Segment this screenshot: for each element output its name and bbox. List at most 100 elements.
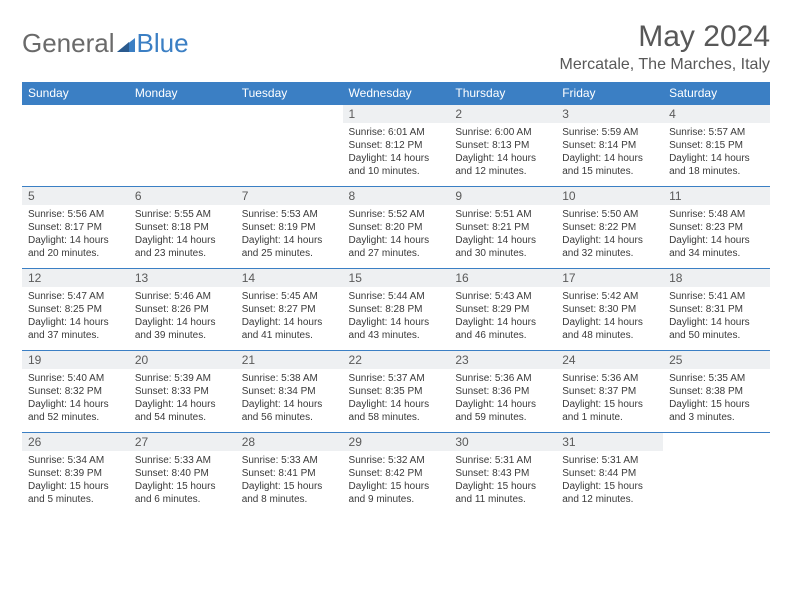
- day-day2: and 12 minutes.: [455, 165, 550, 178]
- day-day2: and 52 minutes.: [28, 411, 123, 424]
- day-day2: and 12 minutes.: [562, 493, 657, 506]
- day-sunrise: Sunrise: 5:41 AM: [669, 290, 764, 303]
- calendar-cell: 0: [129, 105, 236, 187]
- day-day2: and 6 minutes.: [135, 493, 230, 506]
- day-data: Sunrise: 5:46 AMSunset: 8:26 PMDaylight:…: [129, 287, 236, 346]
- day-sunset: Sunset: 8:31 PM: [669, 303, 764, 316]
- day-sunrise: Sunrise: 5:40 AM: [28, 372, 123, 385]
- day-day1: Daylight: 14 hours: [562, 316, 657, 329]
- location: Mercatale, The Marches, Italy: [560, 56, 770, 74]
- calendar-week: 5Sunrise: 5:56 AMSunset: 8:17 PMDaylight…: [22, 187, 770, 269]
- day-number: 9: [449, 187, 556, 205]
- day-sunset: Sunset: 8:42 PM: [349, 467, 444, 480]
- day-day2: and 41 minutes.: [242, 329, 337, 342]
- day-sunrise: Sunrise: 5:44 AM: [349, 290, 444, 303]
- day-sunrise: Sunrise: 5:36 AM: [562, 372, 657, 385]
- day-number: 21: [236, 351, 343, 369]
- day-sunrise: Sunrise: 5:46 AM: [135, 290, 230, 303]
- day-day1: Daylight: 15 hours: [349, 480, 444, 493]
- day-day1: Daylight: 14 hours: [562, 152, 657, 165]
- day-sunset: Sunset: 8:40 PM: [135, 467, 230, 480]
- day-number: 25: [663, 351, 770, 369]
- day-sunset: Sunset: 8:43 PM: [455, 467, 550, 480]
- calendar-cell: 2Sunrise: 6:00 AMSunset: 8:13 PMDaylight…: [449, 105, 556, 187]
- day-day2: and 43 minutes.: [349, 329, 444, 342]
- day-sunrise: Sunrise: 5:31 AM: [455, 454, 550, 467]
- day-day1: Daylight: 15 hours: [669, 398, 764, 411]
- calendar-cell: 12Sunrise: 5:47 AMSunset: 8:25 PMDayligh…: [22, 269, 129, 351]
- day-sunrise: Sunrise: 6:01 AM: [349, 126, 444, 139]
- day-sunrise: Sunrise: 5:33 AM: [242, 454, 337, 467]
- day-day2: and 23 minutes.: [135, 247, 230, 260]
- day-day2: and 11 minutes.: [455, 493, 550, 506]
- day-data: Sunrise: 5:39 AMSunset: 8:33 PMDaylight:…: [129, 369, 236, 428]
- calendar-cell: 25Sunrise: 5:35 AMSunset: 8:38 PMDayligh…: [663, 351, 770, 433]
- calendar-cell: 1Sunrise: 6:01 AMSunset: 8:12 PMDaylight…: [343, 105, 450, 187]
- day-day1: Daylight: 14 hours: [28, 234, 123, 247]
- day-number: 3: [556, 105, 663, 123]
- day-day1: Daylight: 15 hours: [242, 480, 337, 493]
- day-sunset: Sunset: 8:12 PM: [349, 139, 444, 152]
- day-day2: and 25 minutes.: [242, 247, 337, 260]
- day-sunset: Sunset: 8:17 PM: [28, 221, 123, 234]
- day-sunrise: Sunrise: 5:50 AM: [562, 208, 657, 221]
- day-sunrise: Sunrise: 5:43 AM: [455, 290, 550, 303]
- calendar-cell: 4Sunrise: 5:57 AMSunset: 8:15 PMDaylight…: [663, 105, 770, 187]
- day-data: Sunrise: 6:00 AMSunset: 8:13 PMDaylight:…: [449, 123, 556, 182]
- day-sunrise: Sunrise: 5:33 AM: [135, 454, 230, 467]
- day-sunset: Sunset: 8:29 PM: [455, 303, 550, 316]
- day-day1: Daylight: 14 hours: [562, 234, 657, 247]
- day-number: 27: [129, 433, 236, 451]
- day-sunset: Sunset: 8:21 PM: [455, 221, 550, 234]
- day-number: 20: [129, 351, 236, 369]
- day-header: Thursday: [449, 82, 556, 105]
- calendar-body: 0001Sunrise: 6:01 AMSunset: 8:12 PMDayli…: [22, 105, 770, 515]
- day-data: Sunrise: 5:40 AMSunset: 8:32 PMDaylight:…: [22, 369, 129, 428]
- calendar-cell: 30Sunrise: 5:31 AMSunset: 8:43 PMDayligh…: [449, 433, 556, 515]
- calendar-cell: 22Sunrise: 5:37 AMSunset: 8:35 PMDayligh…: [343, 351, 450, 433]
- day-header: Tuesday: [236, 82, 343, 105]
- day-number: 10: [556, 187, 663, 205]
- day-data: Sunrise: 5:36 AMSunset: 8:37 PMDaylight:…: [556, 369, 663, 428]
- day-number: 4: [663, 105, 770, 123]
- day-sunrise: Sunrise: 5:59 AM: [562, 126, 657, 139]
- day-data: Sunrise: 5:33 AMSunset: 8:41 PMDaylight:…: [236, 451, 343, 510]
- day-number: 22: [343, 351, 450, 369]
- logo-text-blue: Blue: [137, 28, 189, 59]
- calendar-week: 0001Sunrise: 6:01 AMSunset: 8:12 PMDayli…: [22, 105, 770, 187]
- day-day2: and 37 minutes.: [28, 329, 123, 342]
- day-sunset: Sunset: 8:33 PM: [135, 385, 230, 398]
- day-day1: Daylight: 14 hours: [455, 398, 550, 411]
- day-day2: and 58 minutes.: [349, 411, 444, 424]
- day-number: 23: [449, 351, 556, 369]
- calendar-cell: 6Sunrise: 5:55 AMSunset: 8:18 PMDaylight…: [129, 187, 236, 269]
- day-data: Sunrise: 5:31 AMSunset: 8:43 PMDaylight:…: [449, 451, 556, 510]
- calendar-cell: 26Sunrise: 5:34 AMSunset: 8:39 PMDayligh…: [22, 433, 129, 515]
- day-data: Sunrise: 5:44 AMSunset: 8:28 PMDaylight:…: [343, 287, 450, 346]
- day-day1: Daylight: 14 hours: [242, 234, 337, 247]
- day-sunrise: Sunrise: 6:00 AM: [455, 126, 550, 139]
- day-sunrise: Sunrise: 5:56 AM: [28, 208, 123, 221]
- day-data: Sunrise: 5:47 AMSunset: 8:25 PMDaylight:…: [22, 287, 129, 346]
- day-sunrise: Sunrise: 5:37 AM: [349, 372, 444, 385]
- day-day2: and 50 minutes.: [669, 329, 764, 342]
- day-day1: Daylight: 14 hours: [135, 234, 230, 247]
- header: General Blue May 2024 Mercatale, The Mar…: [22, 20, 770, 74]
- day-data: Sunrise: 5:52 AMSunset: 8:20 PMDaylight:…: [343, 205, 450, 264]
- calendar-cell: 3Sunrise: 5:59 AMSunset: 8:14 PMDaylight…: [556, 105, 663, 187]
- day-day1: Daylight: 15 hours: [562, 398, 657, 411]
- calendar-cell: 14Sunrise: 5:45 AMSunset: 8:27 PMDayligh…: [236, 269, 343, 351]
- day-data: Sunrise: 5:32 AMSunset: 8:42 PMDaylight:…: [343, 451, 450, 510]
- day-day1: Daylight: 14 hours: [349, 398, 444, 411]
- day-day2: and 20 minutes.: [28, 247, 123, 260]
- day-sunset: Sunset: 8:38 PM: [669, 385, 764, 398]
- day-day1: Daylight: 14 hours: [349, 234, 444, 247]
- day-header: Wednesday: [343, 82, 450, 105]
- day-day1: Daylight: 14 hours: [28, 316, 123, 329]
- calendar-week: 26Sunrise: 5:34 AMSunset: 8:39 PMDayligh…: [22, 433, 770, 515]
- calendar-cell: 10Sunrise: 5:50 AMSunset: 8:22 PMDayligh…: [556, 187, 663, 269]
- day-day2: and 56 minutes.: [242, 411, 337, 424]
- day-sunset: Sunset: 8:26 PM: [135, 303, 230, 316]
- day-data: Sunrise: 5:31 AMSunset: 8:44 PMDaylight:…: [556, 451, 663, 510]
- day-number: 2: [449, 105, 556, 123]
